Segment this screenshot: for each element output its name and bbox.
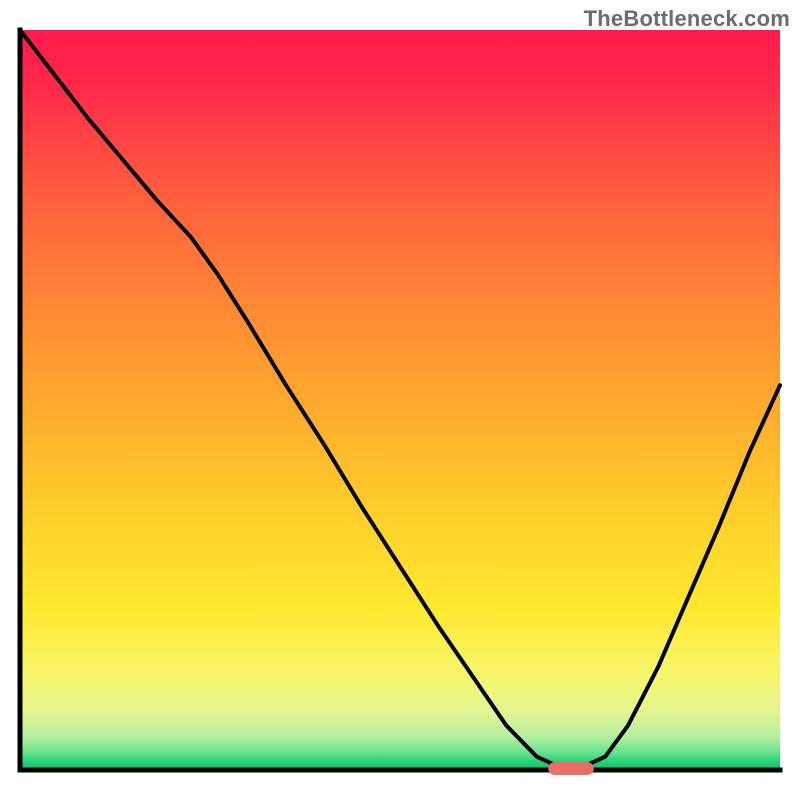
optimal-range-marker	[548, 762, 594, 775]
bottleneck-chart	[0, 0, 800, 800]
chart-stage: TheBottleneck.com	[0, 0, 800, 800]
chart-background	[20, 30, 780, 770]
